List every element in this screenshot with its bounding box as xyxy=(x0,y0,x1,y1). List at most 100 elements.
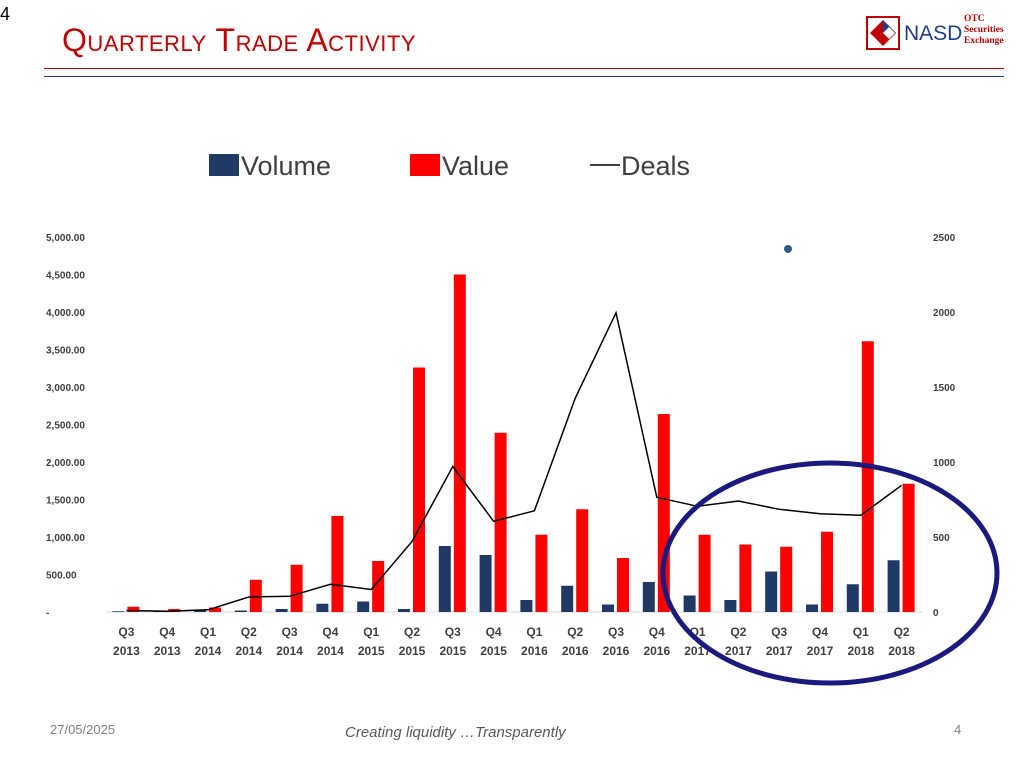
trade-activity-chart: Volume Value Deals - 500.00 1,000.00 1,500.00… xyxy=(46,151,1000,686)
volume-bar xyxy=(357,601,370,612)
category-label-quarter: Q1 xyxy=(853,625,869,639)
right-axis-tick-label: 2500 xyxy=(933,233,956,244)
category-axis: Q3 2013 Q4 2013 Q1 2014 Q2 2014 Q3 2014 Q4 2014 Q1 20… xyxy=(113,625,915,658)
category-label-quarter: Q4 xyxy=(159,625,175,639)
left-axis-tick-label: 4,000.00 xyxy=(46,308,85,319)
annotations xyxy=(660,245,1000,686)
bars xyxy=(112,274,915,612)
slide-page-number: 4 xyxy=(954,722,962,737)
value-bar xyxy=(413,367,425,612)
category-label-year: 2014 xyxy=(235,644,262,658)
value-bar xyxy=(821,531,833,612)
chart-legend: Volume Value Deals xyxy=(209,151,690,181)
left-axis-tick-label: 3,000.00 xyxy=(46,383,85,394)
legend-swatch-value xyxy=(410,154,440,176)
logo-subtitle-line: OTC xyxy=(964,14,985,24)
header-rule-blue xyxy=(44,76,1004,77)
highlight-ellipse xyxy=(660,460,1000,686)
category-label-year: 2013 xyxy=(113,644,140,658)
volume-bar xyxy=(683,595,696,612)
right-axis-tick-label: 0 xyxy=(933,608,939,619)
logo-diamond-icon xyxy=(866,16,900,50)
value-bar xyxy=(780,546,793,612)
category-label-quarter: Q3 xyxy=(118,625,134,639)
logo-subtitle: OTC Securities Exchange xyxy=(964,14,1004,47)
category-label-quarter: Q2 xyxy=(241,625,257,639)
volume-bar xyxy=(765,571,778,612)
volume-bar xyxy=(887,560,900,612)
category-label-quarter: Q4 xyxy=(486,625,502,639)
category-label-year: 2014 xyxy=(276,644,303,658)
value-bar xyxy=(576,509,589,612)
category-label-quarter: Q2 xyxy=(404,625,420,639)
category-label-quarter: Q4 xyxy=(322,625,338,639)
slide-date: 27/05/2025 xyxy=(50,722,116,737)
volume-bar xyxy=(520,600,533,612)
right-axis-tick-label: 500 xyxy=(933,533,950,544)
volume-bar xyxy=(602,604,614,612)
value-bar xyxy=(861,341,874,612)
volume-bar xyxy=(234,610,247,612)
category-label-year: 2015 xyxy=(399,644,426,658)
value-bar xyxy=(494,432,507,612)
volume-bar xyxy=(438,546,451,612)
category-label-year: 2016 xyxy=(643,644,670,658)
value-bar xyxy=(249,579,262,612)
left-axis-tick-label: 5,000.00 xyxy=(46,233,85,244)
left-axis-tick-label: - xyxy=(46,608,49,619)
left-axis-tick-label: 1,000.00 xyxy=(46,533,85,544)
value-bar xyxy=(535,534,548,612)
volume-bar xyxy=(724,600,737,612)
volume-bar xyxy=(316,603,329,612)
volume-bar xyxy=(398,609,410,612)
legend-swatch-volume xyxy=(209,154,239,176)
category-label-year: 2017 xyxy=(766,644,793,658)
category-label-year: 2014 xyxy=(195,644,222,658)
volume-bar xyxy=(806,604,818,612)
deals-line xyxy=(126,310,903,613)
slide-tagline: Creating liquidity …Transparently xyxy=(345,724,566,741)
category-label-quarter: Q2 xyxy=(567,625,583,639)
nasd-logo: NASD OTC Securities Exchange xyxy=(866,14,1020,56)
legend-label-deals: Deals xyxy=(621,151,690,181)
header-rule-red xyxy=(44,68,1004,69)
category-label-year: 2014 xyxy=(317,644,344,658)
category-label-quarter: Q1 xyxy=(363,625,379,639)
category-label-quarter: Q2 xyxy=(730,625,746,639)
value-bar xyxy=(657,414,670,612)
left-axis-tick-label: 1,500.00 xyxy=(46,496,85,507)
value-bar xyxy=(127,606,140,612)
category-label-year: 2015 xyxy=(480,644,507,658)
left-axis-tick-label: 3,500.00 xyxy=(46,346,85,357)
left-axis-tick-label: 4,500.00 xyxy=(46,271,85,282)
deals-series-line xyxy=(126,310,903,613)
logo-subtitle-line: Securities xyxy=(964,25,1004,35)
value-bar xyxy=(209,607,221,612)
category-label-year: 2017 xyxy=(725,644,752,658)
right-axis: 0 500 1000 1500 2000 2500 xyxy=(933,233,956,619)
left-axis-tick-label: 2,000.00 xyxy=(46,458,85,469)
marker-dot xyxy=(784,245,792,253)
category-label-year: 2015 xyxy=(358,644,385,658)
category-label-quarter: Q3 xyxy=(282,625,298,639)
category-label-year: 2018 xyxy=(888,644,915,658)
right-axis-tick-label: 1500 xyxy=(933,383,956,394)
category-label-quarter: Q1 xyxy=(526,625,542,639)
category-label-year: 2016 xyxy=(603,644,630,658)
value-bar xyxy=(617,558,629,612)
volume-bar xyxy=(112,611,125,612)
right-axis-tick-label: 1000 xyxy=(933,458,956,469)
category-label-quarter: Q1 xyxy=(200,625,216,639)
right-axis-tick-label: 2000 xyxy=(933,308,956,319)
category-label-quarter: Q3 xyxy=(445,625,461,639)
category-label-quarter: Q3 xyxy=(608,625,624,639)
volume-bar xyxy=(275,609,288,612)
left-axis-tick-label: 2,500.00 xyxy=(46,421,85,432)
volume-bar xyxy=(561,585,574,612)
category-label-year: 2017 xyxy=(807,644,834,658)
legend-label-volume: Volume xyxy=(241,151,331,181)
value-bar xyxy=(453,274,466,612)
category-label-quarter: Q4 xyxy=(812,625,828,639)
category-label-year: 2015 xyxy=(439,644,466,658)
value-bar xyxy=(331,516,344,612)
